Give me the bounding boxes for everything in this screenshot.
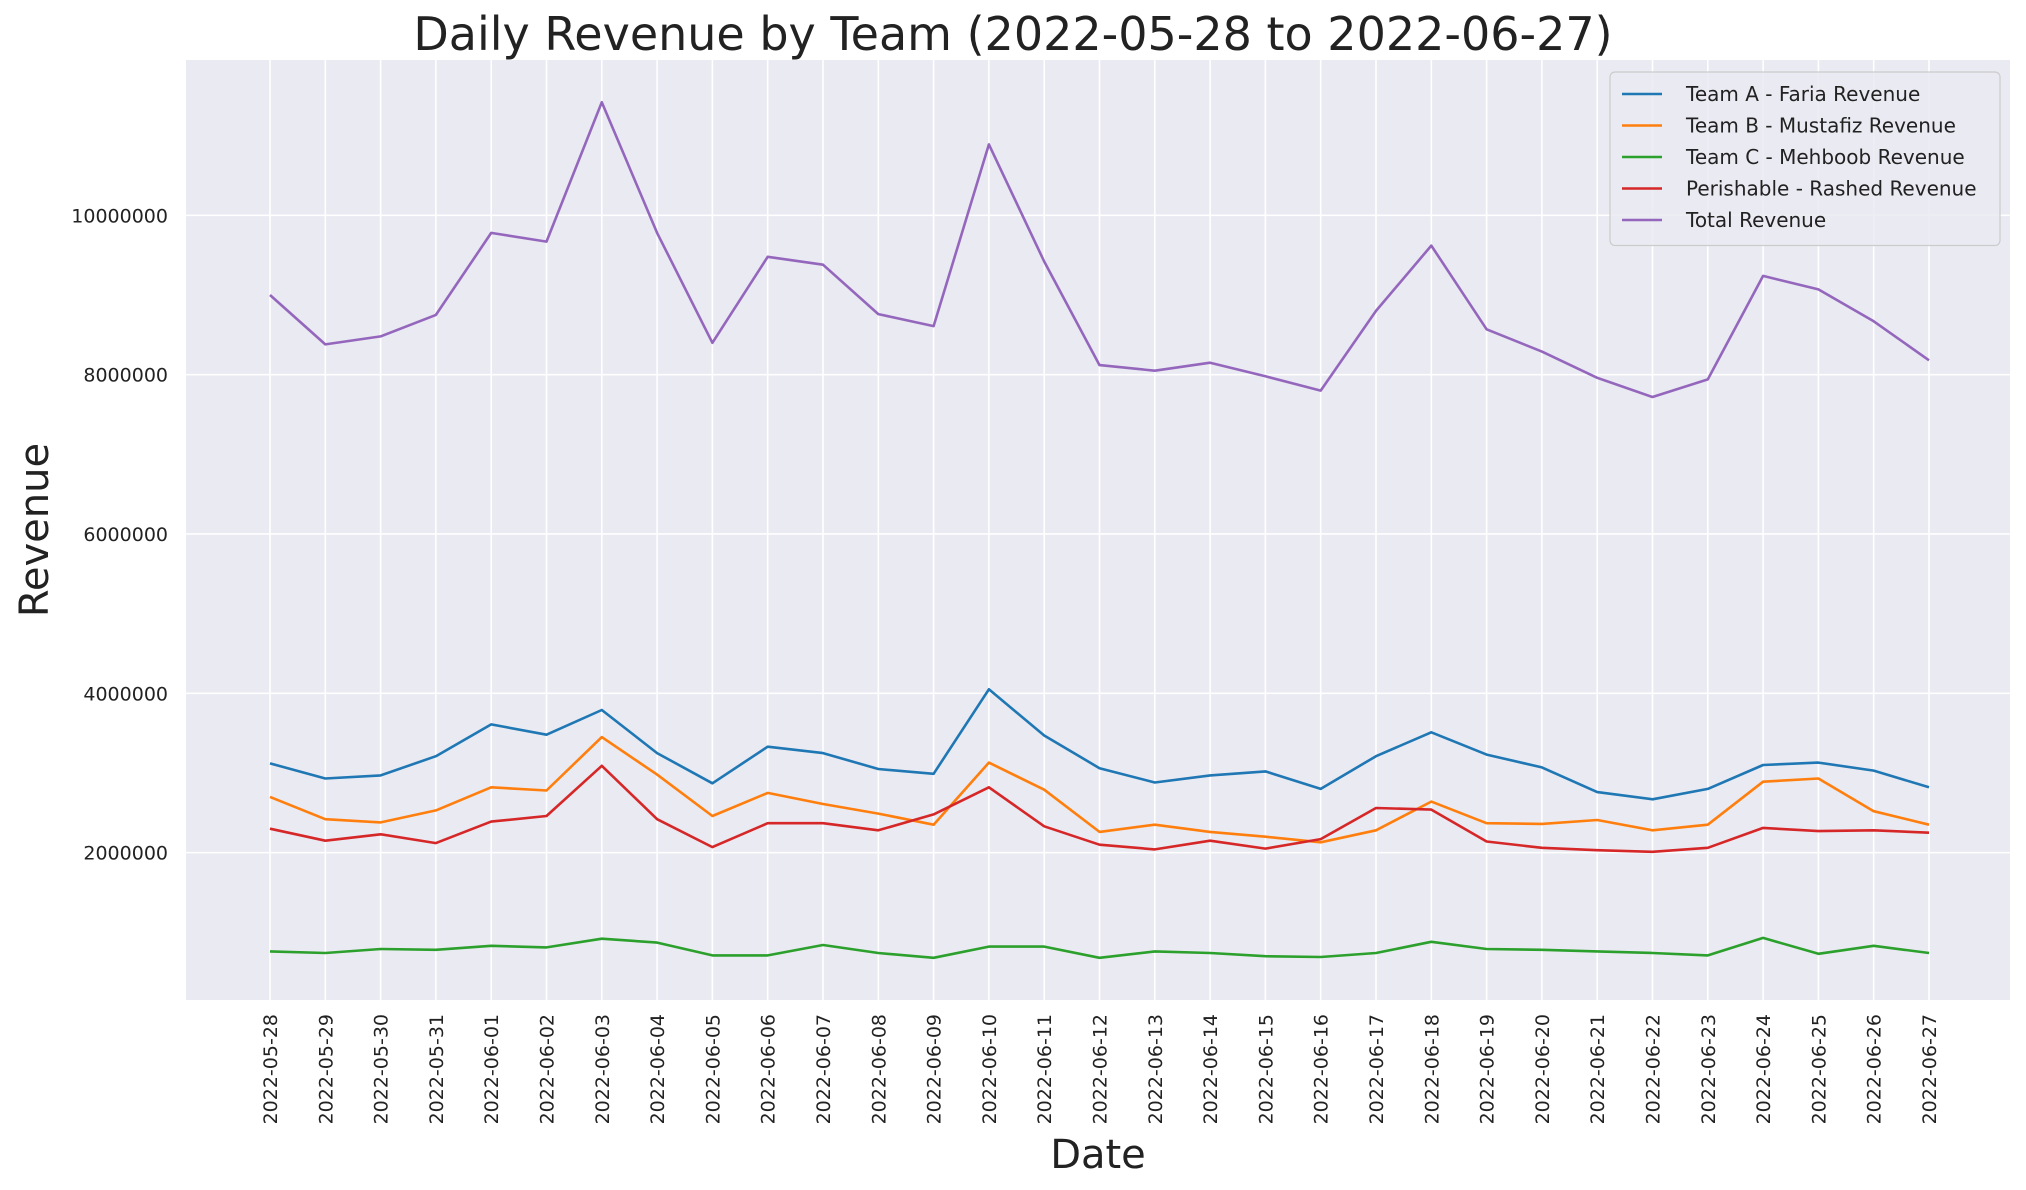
x-tick-label: 2022-06-01: [481, 1014, 503, 1124]
y-tick-label: 2000000: [83, 843, 168, 865]
x-tick-label: 2022-06-14: [1200, 1014, 1222, 1124]
series-line: [269, 764, 1930, 854]
x-tick-label: 2022-06-17: [1366, 1014, 1388, 1124]
x-tick-label: 2022-06-22: [1643, 1014, 1665, 1124]
x-tick-label: 2022-06-10: [979, 1014, 1001, 1124]
series-line: [269, 100, 1930, 399]
x-tick-label: 2022-06-24: [1753, 1014, 1775, 1124]
x-tick-label: 2022-06-06: [758, 1014, 780, 1124]
y-tick-label: 4000000: [83, 683, 168, 705]
x-tick-label: 2022-06-26: [1864, 1014, 1886, 1124]
x-axis-label: Date: [1050, 1132, 1146, 1178]
x-tick-label: 2022-06-04: [647, 1014, 669, 1124]
x-tick-label: 2022-06-18: [1421, 1014, 1443, 1124]
y-tick-labels: 2000000 4000000 6000000 8000000 10000000: [71, 205, 168, 864]
x-tick-label: 2022-06-05: [702, 1014, 724, 1124]
x-tick-label: 2022-06-07: [813, 1014, 835, 1124]
y-tick-label: 6000000: [83, 524, 168, 546]
x-tick-label: 2022-06-23: [1698, 1014, 1720, 1124]
x-tick-label: 2022-06-21: [1587, 1014, 1609, 1124]
x-tick-label: 2022-06-20: [1532, 1014, 1554, 1124]
x-tick-label: 2022-06-11: [1034, 1014, 1056, 1124]
legend: Team A - Faria Revenue Team B - Mustafiz …: [1609, 71, 2001, 247]
x-tick-label: 2022-06-16: [1311, 1014, 1333, 1124]
series-line: [269, 735, 1930, 844]
y-axis-label: Revenue: [12, 443, 58, 617]
y-tick-label: 8000000: [83, 365, 168, 387]
y-tick-label: 10000000: [71, 205, 168, 227]
legend-label: Perishable - Rashed Revenue: [1686, 177, 1977, 201]
x-tick-label: 2022-06-12: [1090, 1014, 1112, 1124]
x-tick-label: 2022-06-25: [1808, 1014, 1830, 1124]
x-tick-label: 2022-06-27: [1919, 1014, 1941, 1124]
series-line: [269, 936, 1930, 960]
x-tick-label: 2022-06-03: [592, 1014, 614, 1124]
x-tick-label: 2022-05-30: [371, 1014, 393, 1124]
legend-label: Team A - Faria Revenue: [1685, 82, 1920, 106]
x-tick-label: 2022-06-09: [924, 1014, 946, 1124]
x-tick-label: 2022-06-15: [1255, 1014, 1277, 1124]
legend-box: [1609, 71, 2001, 247]
x-tick-label: 2022-05-29: [315, 1014, 337, 1124]
series-line: [269, 687, 1930, 801]
x-tick-label: 2022-05-31: [426, 1014, 448, 1124]
x-tick-label: 2022-06-19: [1477, 1014, 1499, 1124]
chart-title: Daily Revenue by Team (2022-05-28 to 202…: [413, 7, 1612, 61]
legend-label: Team C - Mehboob Revenue: [1685, 145, 1965, 169]
x-tick-label: 2022-05-28: [260, 1014, 282, 1124]
x-tick-label: 2022-06-02: [537, 1014, 559, 1124]
legend-label: Total Revenue: [1685, 208, 1826, 232]
series-lines: [269, 100, 1930, 960]
x-tick-labels: 2022-05-28 2022-05-29 2022-05-30 2022-05-31…: [260, 1014, 1941, 1124]
legend-label: Team B - Mustafiz Revenue: [1685, 114, 1956, 138]
x-tick-label: 2022-06-13: [1145, 1014, 1167, 1124]
x-tick-label: 2022-06-08: [868, 1014, 890, 1124]
